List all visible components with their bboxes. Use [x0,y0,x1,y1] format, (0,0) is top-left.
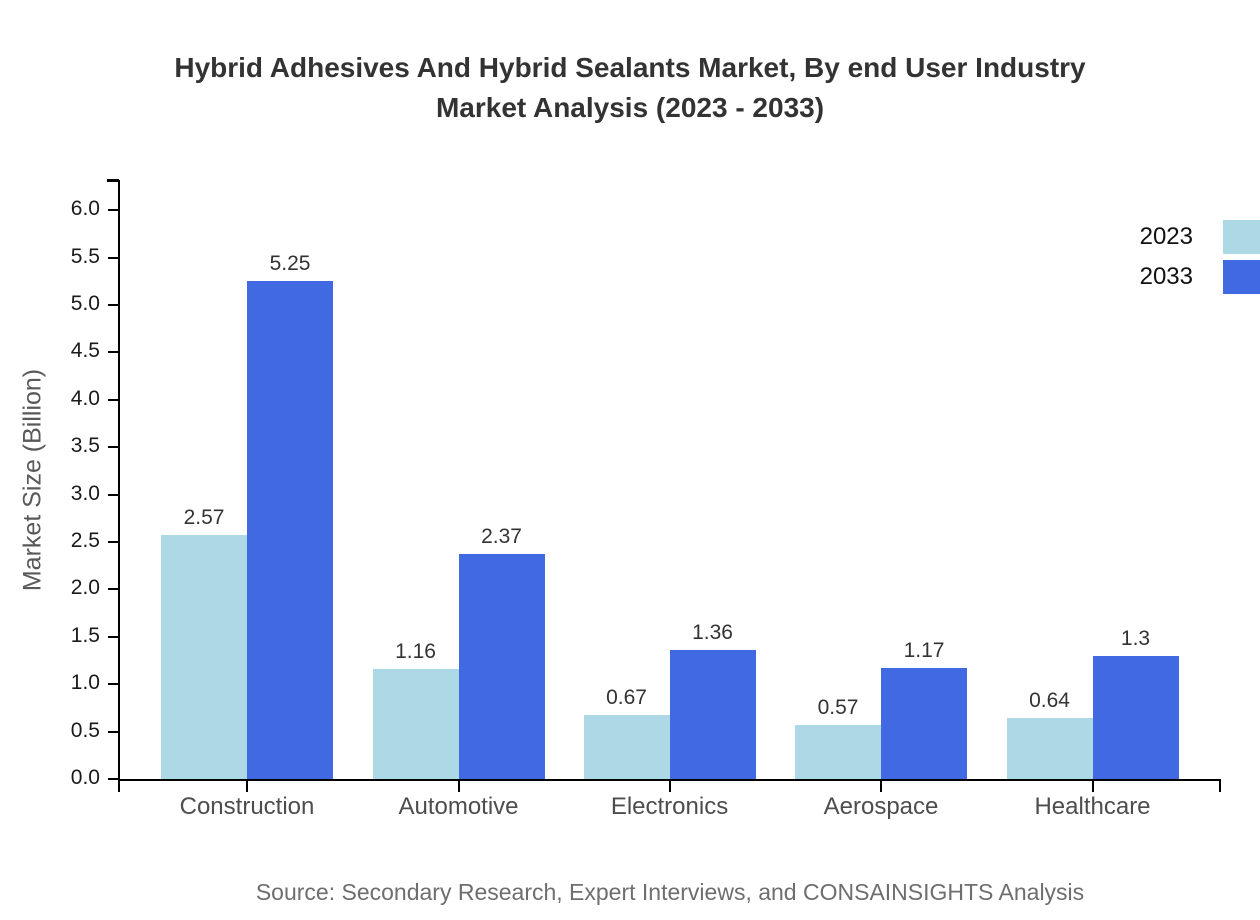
y-axis-spine [117,180,120,792]
legend-label-2023: 2023 [1139,223,1193,250]
x-category-label: Healthcare [1034,793,1151,820]
chart-title-line-2: Market Analysis (2023 - 2033) [435,92,825,123]
x-tick [246,779,248,792]
y-tick [108,588,118,591]
y-tick-label: 4.0 [70,386,100,410]
x-category-label: Electronics [610,793,729,820]
y-tick-label: 1.0 [70,671,100,695]
x-category-label: Construction [179,793,315,820]
legend-swatch-2023 [1223,220,1260,254]
bar-2023-healthcare [1006,718,1093,779]
bar-value-label: 1.16 [395,640,436,664]
y-tick [108,493,118,496]
x-category-label: Aerospace [823,793,939,820]
y-tick-label: 3.5 [70,434,100,458]
x-axis-end-cap [1218,779,1221,792]
bar-value-label: 1.36 [692,621,733,645]
y-tick [108,635,118,638]
bar-value-label: 0.57 [817,695,859,719]
bar-value-label: 0.67 [606,686,647,710]
y-tick-label: 4.5 [70,339,100,363]
y-tick [108,730,118,733]
bar-2023-electronics [583,715,670,779]
bar-2033-aerospace [881,668,967,779]
bar-2033-healthcare [1092,655,1179,779]
y-tick-label: 0.0 [70,766,100,789]
legend-entry-2023: 2023 [1100,220,1260,254]
y-tick-label: 5.5 [70,244,100,268]
bar-2033-electronics [669,650,756,779]
y-tick-label: 2.0 [70,576,100,600]
legend-entry-2033: 2033 [1100,260,1260,294]
y-tick-label: 3.0 [70,481,100,505]
y-tick-label: 5.0 [70,292,100,315]
y-tick-label: 2.5 [70,529,100,552]
y-tick [108,541,118,543]
y-tick [108,683,118,686]
bar-value-label: 2.57 [183,506,225,530]
bar-2023-automotive [372,669,459,779]
y-tick [108,778,118,780]
legend-label-2033: 2033 [1139,263,1193,290]
bar-value-label: 5.25 [269,252,311,276]
bar-2023-construction [161,535,247,779]
chart-title: Hybrid Adhesives And Hybrid Sealants Mar… [0,48,1260,128]
x-tick [1091,779,1094,792]
bar-2023-aerospace [795,724,881,779]
x-tick [457,779,460,792]
bar-value-label: 1.17 [903,639,945,663]
x-tick [880,779,882,792]
bar-value-label: 2.37 [481,525,522,549]
y-axis-end-cap [107,179,119,182]
y-tick-label: 0.5 [70,718,100,742]
y-tick [108,304,118,306]
y-tick [108,446,118,449]
x-category-label: Automotive [398,793,519,820]
x-tick [668,779,671,792]
bar-2033-construction [247,281,333,779]
chart-title-line-1: Hybrid Adhesives And Hybrid Sealants Mar… [174,52,1086,83]
y-tick-label: 6.0 [70,197,100,221]
y-tick-label: 1.5 [70,623,100,647]
bar-value-label: 1.3 [1120,626,1151,650]
bar-value-label: 0.64 [1029,689,1070,713]
y-tick [108,351,118,354]
source-attribution: Source: Secondary Research, Expert Inter… [255,879,1085,905]
legend-swatch-2033 [1223,260,1260,294]
y-tick [108,256,118,259]
y-tick [108,209,118,212]
y-tick [108,398,118,401]
bar-2033-automotive [458,554,545,779]
